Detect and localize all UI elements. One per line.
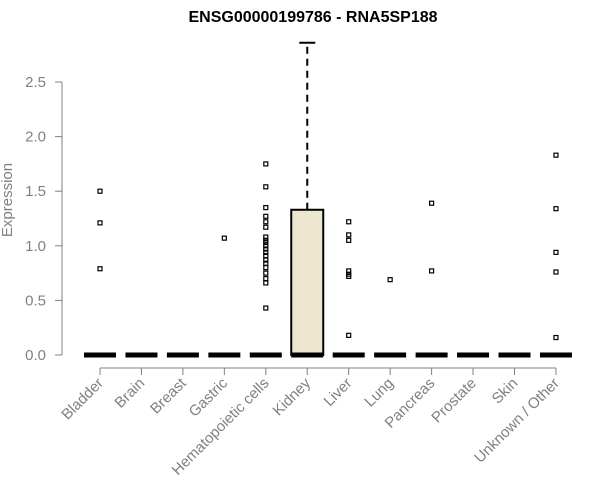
x-tick-label: Skin bbox=[489, 375, 522, 408]
x-tick-label: Kidney bbox=[270, 374, 315, 419]
y-tick-label: 0.0 bbox=[25, 347, 46, 364]
outlier-point bbox=[263, 184, 269, 190]
y-tick-label: 1.5 bbox=[25, 183, 46, 200]
outlier-point bbox=[553, 206, 559, 212]
outlier-point bbox=[346, 237, 352, 243]
outlier-point bbox=[263, 219, 269, 225]
outlier-point bbox=[346, 232, 352, 238]
x-tick-label: Breast bbox=[147, 374, 190, 417]
outlier-point bbox=[387, 277, 393, 283]
y-tick-label: 1.0 bbox=[25, 238, 46, 255]
outlier-point bbox=[346, 271, 352, 277]
outlier-point bbox=[429, 268, 435, 274]
box-group bbox=[415, 200, 448, 358]
box-group bbox=[374, 277, 407, 358]
outlier-point bbox=[263, 270, 269, 276]
outlier-point bbox=[263, 234, 269, 240]
outlier-point bbox=[263, 305, 269, 311]
box-group bbox=[332, 219, 365, 358]
y-tick-label: 0.5 bbox=[25, 292, 46, 309]
outlier-point bbox=[346, 268, 352, 274]
outlier-point bbox=[221, 235, 227, 241]
outlier-point bbox=[553, 152, 559, 158]
outlier-point bbox=[429, 200, 435, 206]
outlier-point bbox=[346, 219, 352, 225]
outlier-point bbox=[97, 266, 103, 272]
outlier-point bbox=[553, 334, 559, 341]
outlier-point bbox=[263, 280, 269, 286]
outlier-point bbox=[263, 249, 269, 255]
outlier-point bbox=[263, 161, 269, 167]
y-tick-label: 2.5 bbox=[25, 74, 46, 91]
outlier-point bbox=[263, 275, 269, 282]
outlier-point bbox=[263, 260, 269, 266]
boxes-layer bbox=[84, 41, 572, 358]
outlier-point bbox=[263, 243, 269, 249]
chart-title: ENSG00000199786 - RNA5SP188 bbox=[188, 9, 437, 26]
outlier-point bbox=[263, 237, 269, 243]
box-group bbox=[290, 41, 325, 358]
y-axis: 0.0 0.5 1.0 1.5 2.0 2.5 bbox=[25, 74, 63, 364]
outlier-point bbox=[263, 265, 269, 271]
outlier-point bbox=[263, 246, 269, 252]
box-iqr bbox=[290, 208, 325, 356]
box-group bbox=[249, 161, 282, 358]
outlier-point bbox=[553, 269, 559, 275]
outlier-point bbox=[346, 332, 352, 338]
x-tick-label: Bladder bbox=[58, 375, 107, 424]
box-group bbox=[539, 152, 572, 358]
x-tick-label: Brain bbox=[111, 375, 148, 412]
x-tick-label: Liver bbox=[321, 375, 356, 410]
box-group bbox=[208, 235, 241, 358]
x-tick-label: Prostate bbox=[428, 375, 480, 427]
y-tick-label: 2.0 bbox=[25, 129, 46, 146]
outlier-point bbox=[263, 213, 269, 219]
outlier-point bbox=[553, 249, 559, 255]
box-group bbox=[84, 188, 116, 358]
x-tick-label: Lung bbox=[361, 375, 397, 411]
outlier-point bbox=[263, 204, 269, 211]
outlier-point bbox=[97, 188, 103, 194]
outlier-point bbox=[263, 253, 269, 259]
outlier-point bbox=[263, 224, 269, 230]
y-axis-label: Expression bbox=[0, 163, 16, 237]
outlier-point bbox=[97, 220, 103, 226]
